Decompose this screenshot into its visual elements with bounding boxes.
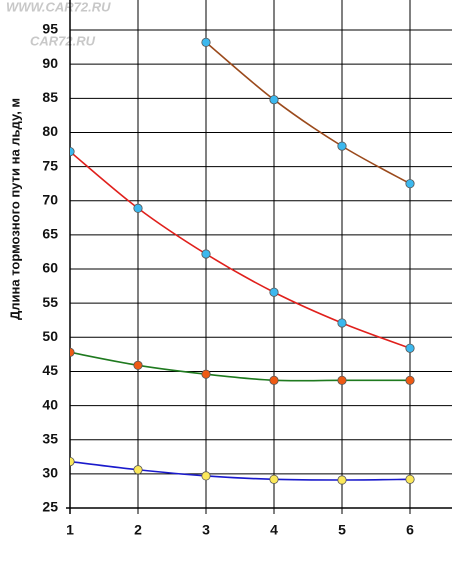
data-point [133,360,143,370]
x-tick-label: 5 [338,522,346,538]
x-tick-label: 1 [66,522,74,538]
y-tick-label: 45 [42,362,58,378]
data-point [269,95,279,105]
series-line [70,460,411,481]
y-tick-label: 25 [42,499,58,515]
data-point [201,471,211,481]
y-tick-label: 90 [42,55,58,71]
data-point [405,474,415,484]
data-point [201,37,211,47]
y-tick-label: 40 [42,396,58,412]
y-tick-label: 65 [42,226,58,242]
y-tick-label: 30 [42,465,58,481]
data-point [269,287,279,297]
data-point [337,475,347,485]
x-tick-label: 2 [134,522,142,538]
y-tick-label: 35 [42,430,58,446]
data-point [133,203,143,213]
data-point [201,249,211,259]
data-point [405,179,415,189]
data-point [70,456,75,467]
x-tick-label: 3 [202,522,210,538]
x-tick-label: 6 [406,522,414,538]
y-tick-label: 50 [42,328,58,344]
series-line [70,351,410,382]
data-point [337,318,347,328]
x-tick-label: 4 [270,522,278,538]
y-tick-label: 55 [42,294,58,310]
y-axis-title: Длина тормозного пути на льду, м [7,98,22,320]
y-tick-label: 85 [42,89,58,105]
data-point [337,375,347,385]
y-tick-label: 60 [42,260,58,276]
data-point [70,146,75,157]
y-tick-label: 95 [42,21,58,37]
y-tick-label: 80 [42,123,58,139]
watermark: WWW.CAR72.RU [6,0,111,14]
y-tick-label: 70 [42,191,58,207]
data-point [269,474,279,484]
y-tick-label: 75 [42,157,58,173]
series-line [205,41,411,185]
data-point [201,369,211,379]
data-point [405,375,415,385]
plot-area [70,37,415,485]
data-point [405,343,415,353]
data-point [269,375,279,385]
data-point [133,465,143,475]
series-line [70,150,411,349]
data-point [70,347,75,357]
watermark: CAR72.RU [30,33,96,48]
data-point [337,141,347,151]
